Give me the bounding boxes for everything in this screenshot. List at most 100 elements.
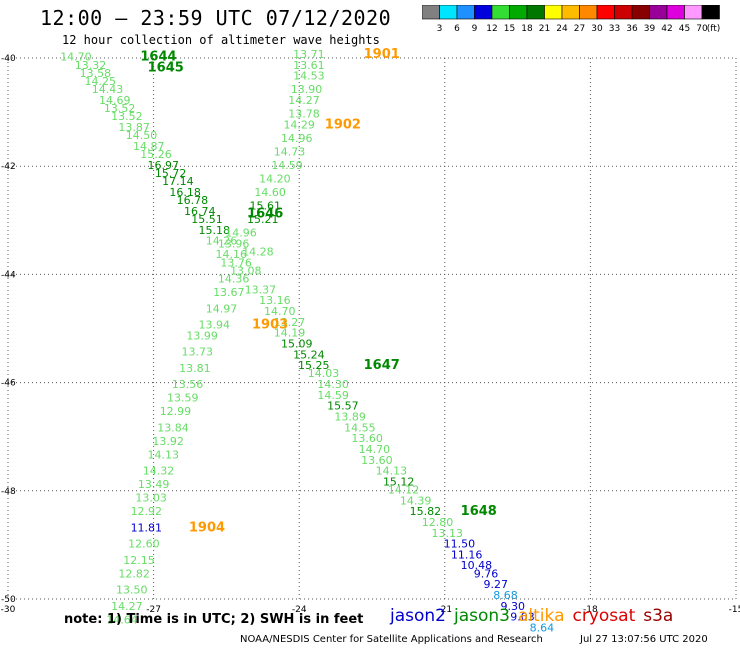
satellite-legend-item: cryosat <box>572 606 636 626</box>
wave-height-value: 13.59 <box>167 392 199 405</box>
legend-label: 39 <box>644 24 656 34</box>
wave-height-value: 14.55 <box>344 421 376 434</box>
wave-height-value: 13.96 <box>218 237 250 250</box>
y-tick-label: -46 <box>1 379 16 389</box>
wave-height-value: 14.36 <box>218 273 250 286</box>
pass-time-label: 1904 <box>189 520 225 535</box>
wave-height-value: 14.43 <box>92 83 124 96</box>
wave-height-value: 14.87 <box>133 140 165 153</box>
wave-height-value: 14.26 <box>206 235 238 248</box>
wave-height-value: 13.32 <box>75 59 107 72</box>
wave-height-value: 13.92 <box>152 435 184 448</box>
y-tick-label: -42 <box>1 162 16 172</box>
wave-height-value: 13.78 <box>288 108 320 121</box>
wave-height-value: 14.69 <box>99 94 131 107</box>
legend-label: 24 <box>556 24 568 34</box>
wave-height-value: 14.30 <box>317 378 349 391</box>
wave-height-value: 14.27 <box>111 600 143 613</box>
wave-height-value: 13.16 <box>259 294 291 307</box>
wave-height-value: 13.52 <box>111 110 143 123</box>
wave-height-value: 11.50 <box>444 538 476 551</box>
pass-time-label: 1646 <box>247 207 283 222</box>
wave-height-value: 14.27 <box>288 94 320 107</box>
wave-height-value: 15.57 <box>327 400 359 413</box>
wave-height-value: 12.82 <box>118 567 150 580</box>
wave-height-value: 14.70 <box>60 51 92 64</box>
wave-height-value: 14.96 <box>281 132 313 145</box>
legend-label: 45 <box>679 24 690 34</box>
satellite-legend-item: altika <box>518 606 565 626</box>
wave-height-value: 15.72 <box>155 167 187 180</box>
legend-label: 18 <box>521 24 533 34</box>
wave-height-value: 15.09 <box>281 337 313 350</box>
y-tick-label: -48 <box>1 487 16 497</box>
legend-label: 21 <box>539 24 550 34</box>
legend-label: 70 <box>696 24 708 34</box>
pass-time-label: 1902 <box>325 117 361 132</box>
wave-height-value: 13.52 <box>104 102 136 115</box>
satellite-legend-item: s3a <box>643 606 674 626</box>
legend-label: 36 <box>626 24 638 34</box>
wave-height-value: 13.37 <box>245 283 277 296</box>
chart-subtitle: 12 hour collection of altimeter wave hei… <box>62 33 380 47</box>
wave-height-value: 14.96 <box>225 227 257 240</box>
wave-height-value: 15.21 <box>247 213 279 226</box>
wave-height-value: 8.64 <box>530 621 555 634</box>
y-tick-label: -50 <box>1 595 16 605</box>
wave-height-value: 14.25 <box>84 75 116 88</box>
wave-height-value: 15.26 <box>140 148 172 161</box>
pass-time-label: 1648 <box>461 504 497 519</box>
wave-height-value: 15.18 <box>199 224 231 237</box>
legend-label: 42 <box>661 24 672 34</box>
wave-height-value: 13.99 <box>186 329 218 342</box>
wave-height-value: 13.58 <box>80 67 112 80</box>
wave-height-value: 14.13 <box>376 465 408 478</box>
wave-height-value: 14.13 <box>148 448 180 461</box>
wave-height-value: 10.48 <box>461 559 493 572</box>
credit-line: NOAA/NESDIS Center for Satellite Applica… <box>240 634 543 645</box>
color-scale-legend: 3 6 9 12 15 18 21 24 27 30 33 36 39 42 45 70(ft) <box>422 5 721 34</box>
wave-height-value: 13.90 <box>291 83 323 96</box>
legend-unit: (ft) <box>707 24 721 34</box>
wave-height-value: 9.27 <box>484 578 509 591</box>
wave-height-value: 13.13 <box>431 527 463 540</box>
wave-height-value: 15.82 <box>410 505 442 518</box>
wave-height-value: 15.61 <box>249 199 281 212</box>
wave-height-value: 16.97 <box>148 159 180 172</box>
pass-time-label: 1901 <box>364 47 400 62</box>
satellite-legend-item: jason2 <box>390 606 446 626</box>
wave-height-value: 14.16 <box>216 248 248 261</box>
legend-label: 12 <box>486 24 497 34</box>
legend-label: 9 <box>472 24 478 34</box>
wave-height-value: 11.81 <box>131 521 163 534</box>
wave-height-value: 14.60 <box>254 186 286 199</box>
wave-height-value: 15.51 <box>191 213 223 226</box>
x-tick-label: -27 <box>146 605 161 615</box>
wave-height-value: 12.80 <box>422 516 454 529</box>
wave-height-value: 12.60 <box>128 538 160 551</box>
wave-height-value: 13.67 <box>213 286 245 299</box>
wave-height-value: 13.87 <box>118 121 150 134</box>
wave-height-value: 17.14 <box>162 175 194 188</box>
wave-height-value: 13.76 <box>220 256 252 269</box>
wave-height-value: 13.56 <box>172 378 204 391</box>
satellite-legend-item: jason3 <box>454 606 510 626</box>
legend-label: 33 <box>609 24 620 34</box>
legend-label: 6 <box>454 24 460 34</box>
pass-time-label: 1644 <box>140 50 176 65</box>
wave-height-value: 14.97 <box>206 302 238 315</box>
wave-height-value: 9.03 <box>510 611 535 624</box>
satellite-legend: jason2 jason3 altika cryosat s3a <box>390 606 681 626</box>
legend-label: 15 <box>504 24 515 34</box>
wave-height-value: 12.92 <box>131 505 163 518</box>
x-tick-label: -18 <box>583 605 598 615</box>
legend-swatch <box>701 5 720 20</box>
wave-height-value: 13.50 <box>116 584 148 597</box>
wave-height-value: 12.15 <box>123 554 155 567</box>
wave-height-value: 13.61 <box>293 59 325 72</box>
x-tick-label: -21 <box>437 605 452 615</box>
wave-height-value: 14.12 <box>388 484 420 497</box>
wave-height-value: 14.39 <box>400 494 432 507</box>
wave-height-value: 13.89 <box>334 410 366 423</box>
